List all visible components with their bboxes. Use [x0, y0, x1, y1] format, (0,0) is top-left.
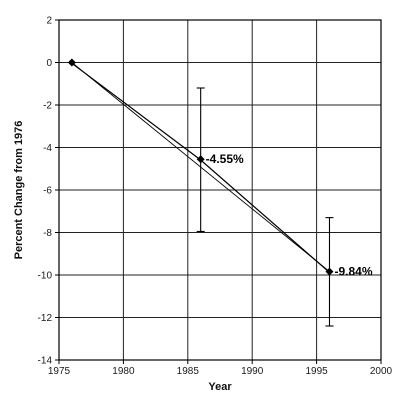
y-tick-label-3: -8: [43, 228, 52, 239]
y-axis-title: Percent Change from 1976: [13, 121, 25, 260]
y-tick-label-4: -6: [43, 186, 52, 197]
grid: [58, 19, 382, 361]
data-point-1: [196, 155, 205, 164]
y-tick-label-5: -4: [43, 143, 52, 154]
y-tick-label-2: -10: [38, 271, 53, 282]
y-axis-ticks: -14 -12 -10 -8 -6 -4 -2 0 2: [38, 16, 59, 367]
data-label-1: -4.55%: [206, 152, 244, 166]
x-tick-label-4: 1995: [305, 366, 328, 377]
x-tick-label-3: 1990: [241, 366, 264, 377]
data-label-2: -9.84%: [334, 265, 372, 279]
series-layer: -4.55% -9.84%: [67, 58, 373, 327]
x-tick-label-0: 1975: [48, 366, 71, 377]
x-axis-title: Year: [208, 381, 232, 393]
y-tick-label-8: 2: [46, 16, 52, 27]
x-tick-label-2: 1985: [177, 366, 200, 377]
x-tick-label-1: 1980: [112, 366, 135, 377]
data-point-2: [325, 267, 334, 276]
x-axis-ticks: 1975 1980 1985 1990 1995 2000: [48, 360, 393, 377]
y-tick-label-7: 0: [46, 58, 52, 69]
data-point-0: [67, 58, 76, 67]
x-tick-label-5: 2000: [370, 366, 393, 377]
y-tick-label-1: -12: [38, 313, 53, 324]
y-tick-label-6: -2: [43, 101, 52, 112]
y-tick-label-0: -14: [38, 356, 53, 367]
